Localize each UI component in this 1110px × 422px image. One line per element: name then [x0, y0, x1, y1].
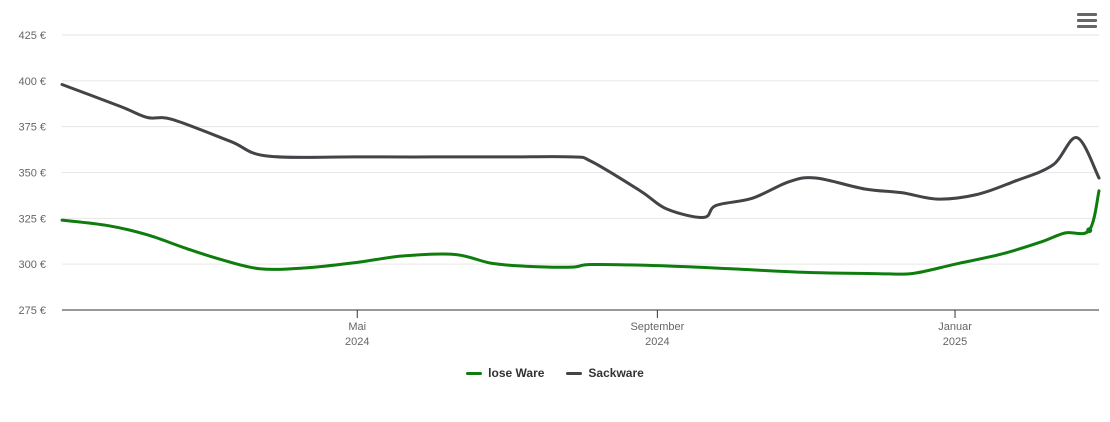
hamburger-menu-icon — [1077, 13, 1097, 16]
series-end-marker-lose-ware — [1086, 227, 1093, 234]
x-tick-label-year: 2024 — [645, 336, 669, 348]
y-tick-label: 300 € — [18, 259, 46, 271]
legend: lose Ware Sackware — [0, 364, 1110, 382]
legend-label-sackware: Sackware — [588, 366, 644, 380]
y-tick-label: 350 € — [18, 168, 46, 180]
hamburger-menu-icon-bar — [1077, 19, 1097, 22]
legend-item-sackware[interactable]: Sackware — [566, 366, 644, 380]
series-line-lose-ware — [60, 189, 1101, 276]
y-tick-label: 425 € — [18, 30, 46, 42]
y-tick-label: 375 € — [18, 122, 46, 134]
legend-swatch-sackware — [566, 371, 583, 375]
legend-label-lose-ware: lose Ware — [488, 366, 545, 380]
y-tick-label: 400 € — [18, 76, 46, 88]
legend-swatch-lose-ware — [466, 371, 483, 375]
chart-menu-button[interactable] — [1077, 13, 1097, 31]
y-tick-label: 325 € — [18, 213, 46, 225]
x-axis: Mai 2024 September 2024 Januar 2025 — [62, 309, 1099, 348]
hamburger-menu-icon-bar — [1077, 25, 1097, 28]
legend-item-lose-ware[interactable]: lose Ware — [466, 366, 544, 380]
x-tick-label-month: Januar — [938, 321, 972, 333]
series-line-sackware — [60, 83, 1101, 219]
y-tick-label: 275 € — [18, 305, 46, 317]
x-tick-label-month: Mai — [348, 321, 366, 333]
series-group — [60, 83, 1101, 276]
x-tick-label-month: September — [630, 321, 684, 333]
grid-lines — [62, 34, 1099, 265]
x-tick-label-year: 2024 — [345, 336, 369, 348]
x-tick-label-year: 2025 — [943, 336, 967, 348]
y-axis: 275 € 300 € 325 € 350 € 375 € 400 € 425 € — [18, 30, 46, 317]
